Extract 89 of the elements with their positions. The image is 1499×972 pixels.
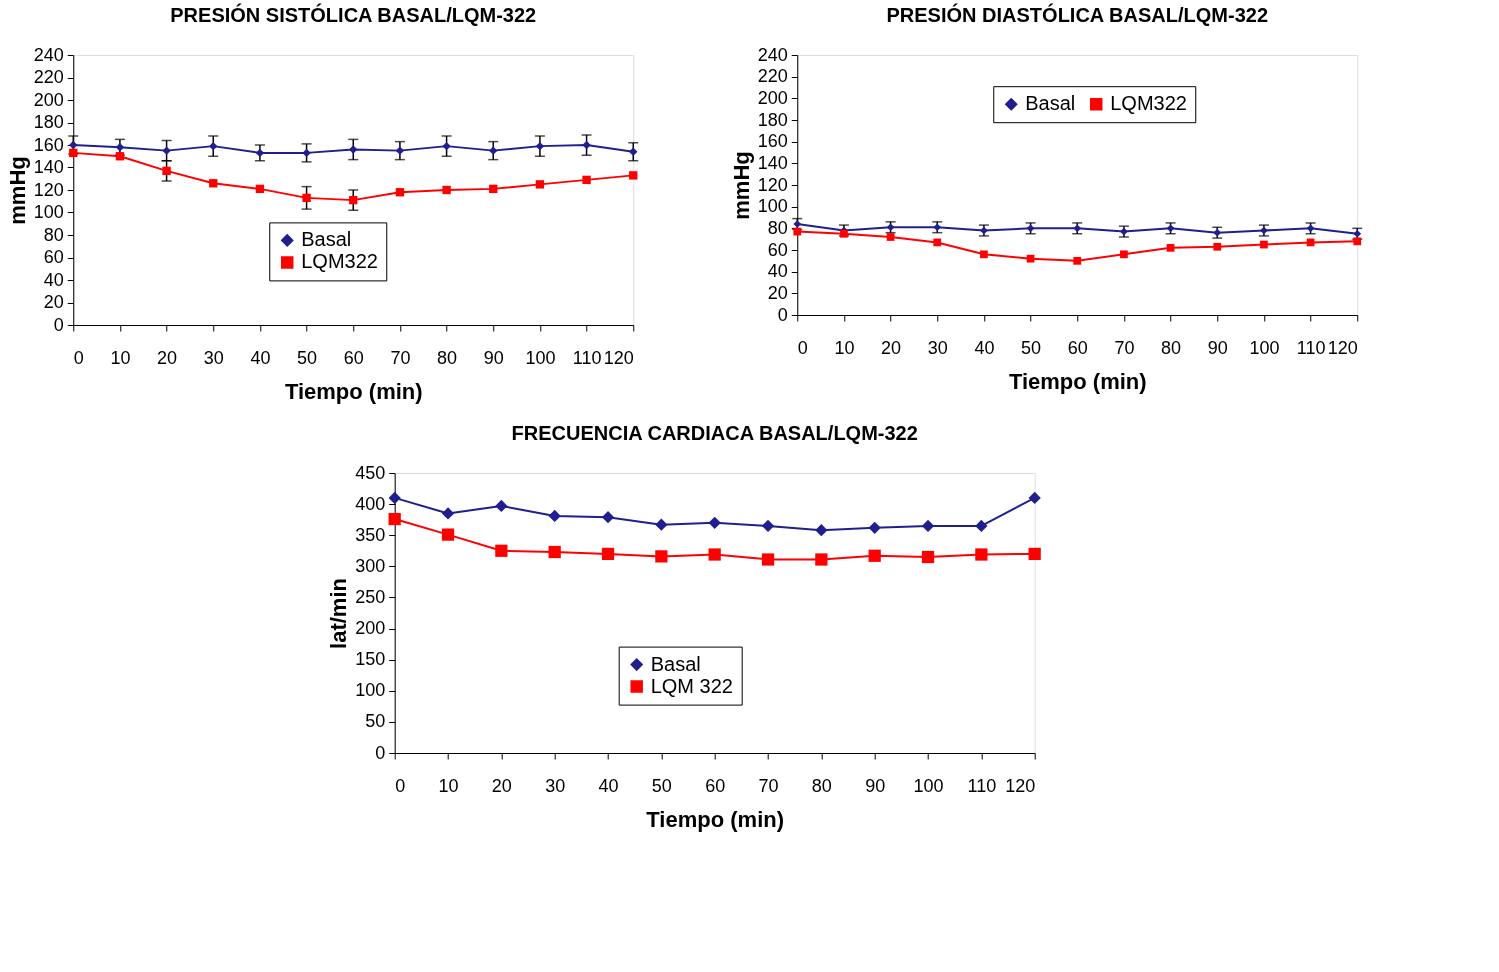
y-tick-label: 350 <box>355 524 386 545</box>
y-tick-label: 80 <box>767 217 788 238</box>
y-tick-label: 220 <box>33 67 64 87</box>
y-tick-label: 250 <box>355 586 386 607</box>
y-tick-label: 240 <box>33 44 64 65</box>
legend-label: LQM322 <box>1110 92 1187 115</box>
chart-title: PRESIÓN DIASTÓLICA BASAL/LQM-322 <box>886 3 1269 26</box>
x-tick-label: 80 <box>437 347 458 368</box>
y-tick-label: 160 <box>757 131 788 152</box>
y-tick-label: 20 <box>767 282 788 303</box>
x-tick-label: 70 <box>390 347 411 368</box>
x-tick-label: 60 <box>705 775 726 796</box>
y-tick-label: 40 <box>767 261 788 282</box>
y-tick-label: 100 <box>33 202 64 222</box>
legend-label: LQM 322 <box>650 674 733 697</box>
x-tick-label: 30 <box>927 337 948 358</box>
y-tick-label: 120 <box>33 179 64 200</box>
y-tick-label: 80 <box>43 224 64 245</box>
legend-label: Basal <box>301 228 352 251</box>
y-tick-label: 0 <box>53 314 64 335</box>
x-tick-label: 100 <box>1249 337 1280 358</box>
y-tick-label: 120 <box>757 174 788 195</box>
x-tick-label: 120 <box>1005 775 1036 796</box>
x-tick-label: 10 <box>110 347 131 368</box>
y-tick-label: 160 <box>33 134 64 155</box>
x-axis-title: Tiempo (min) <box>646 806 785 832</box>
x-tick-label: 40 <box>250 347 271 368</box>
x-tick-label: 60 <box>1067 337 1088 358</box>
x-tick-label: 20 <box>157 347 178 368</box>
y-tick-label: 220 <box>757 66 788 87</box>
x-tick-label: 50 <box>651 775 672 796</box>
y-tick-label: 20 <box>43 292 64 312</box>
y-axis-title: mmHg <box>728 151 754 220</box>
y-tick-label: 200 <box>33 89 64 110</box>
y-tick-label: 200 <box>355 618 386 639</box>
x-tick-label: 110 <box>967 775 997 796</box>
x-tick-label: 110 <box>1296 337 1326 358</box>
x-tick-label: 10 <box>438 775 459 796</box>
x-tick-label: 20 <box>491 775 512 796</box>
legend-label: LQM322 <box>301 250 378 273</box>
x-tick-label: 10 <box>834 337 855 358</box>
y-tick-label: 180 <box>33 112 64 132</box>
y-tick-label: 300 <box>355 555 386 576</box>
chart-title: PRESIÓN SISTÓLICA BASAL/LQM-322 <box>170 3 537 26</box>
x-axis-title: Tiempo (min) <box>1008 368 1147 394</box>
x-tick-label: 80 <box>811 775 832 796</box>
y-tick-label: 40 <box>43 269 64 290</box>
x-tick-label: 120 <box>1327 337 1358 358</box>
x-tick-label: 70 <box>758 775 779 796</box>
x-tick-label: 0 <box>395 775 406 796</box>
y-tick-label: 400 <box>355 493 386 514</box>
chart-title: FRECUENCIA CARDIACA BASAL/LQM-322 <box>511 422 918 444</box>
x-tick-label: 90 <box>1207 337 1228 358</box>
x-tick-label: 20 <box>881 337 902 358</box>
y-axis-title: lat/min <box>326 578 352 649</box>
x-tick-label: 40 <box>598 775 619 796</box>
y-tick-label: 140 <box>33 157 64 177</box>
x-tick-label: 40 <box>974 337 995 358</box>
y-tick-label: 100 <box>757 196 788 217</box>
x-tick-label: 90 <box>865 775 886 796</box>
x-tick-label: 30 <box>545 775 566 796</box>
y-tick-label: 140 <box>757 152 788 173</box>
x-tick-label: 50 <box>1021 337 1042 358</box>
x-tick-label: 100 <box>525 347 556 368</box>
x-tick-label: 0 <box>73 347 84 368</box>
y-tick-label: 60 <box>43 247 64 267</box>
y-axis-title: mmHg <box>4 156 30 225</box>
x-tick-label: 80 <box>1161 337 1182 358</box>
x-tick-label: 120 <box>603 347 634 368</box>
x-tick-label: 110 <box>572 347 602 368</box>
x-tick-label: 100 <box>913 775 944 796</box>
y-tick-label: 200 <box>757 87 788 108</box>
y-tick-label: 240 <box>757 44 788 65</box>
y-tick-label: 100 <box>355 680 386 701</box>
y-tick-label: 50 <box>365 711 386 732</box>
y-tick-label: 180 <box>757 109 788 130</box>
y-tick-label: 60 <box>767 239 788 260</box>
y-tick-label: 0 <box>375 742 386 763</box>
x-axis-title: Tiempo (min) <box>284 378 423 404</box>
y-tick-label: 0 <box>777 304 788 325</box>
x-tick-label: 0 <box>797 337 808 358</box>
legend-label: Basal <box>1025 92 1076 115</box>
x-tick-label: 90 <box>483 347 504 368</box>
x-tick-label: 50 <box>297 347 318 368</box>
x-tick-label: 30 <box>203 347 224 368</box>
x-tick-label: 70 <box>1114 337 1135 358</box>
legend-label: Basal <box>650 652 701 675</box>
y-tick-label: 150 <box>355 649 386 670</box>
y-tick-label: 450 <box>355 462 386 483</box>
